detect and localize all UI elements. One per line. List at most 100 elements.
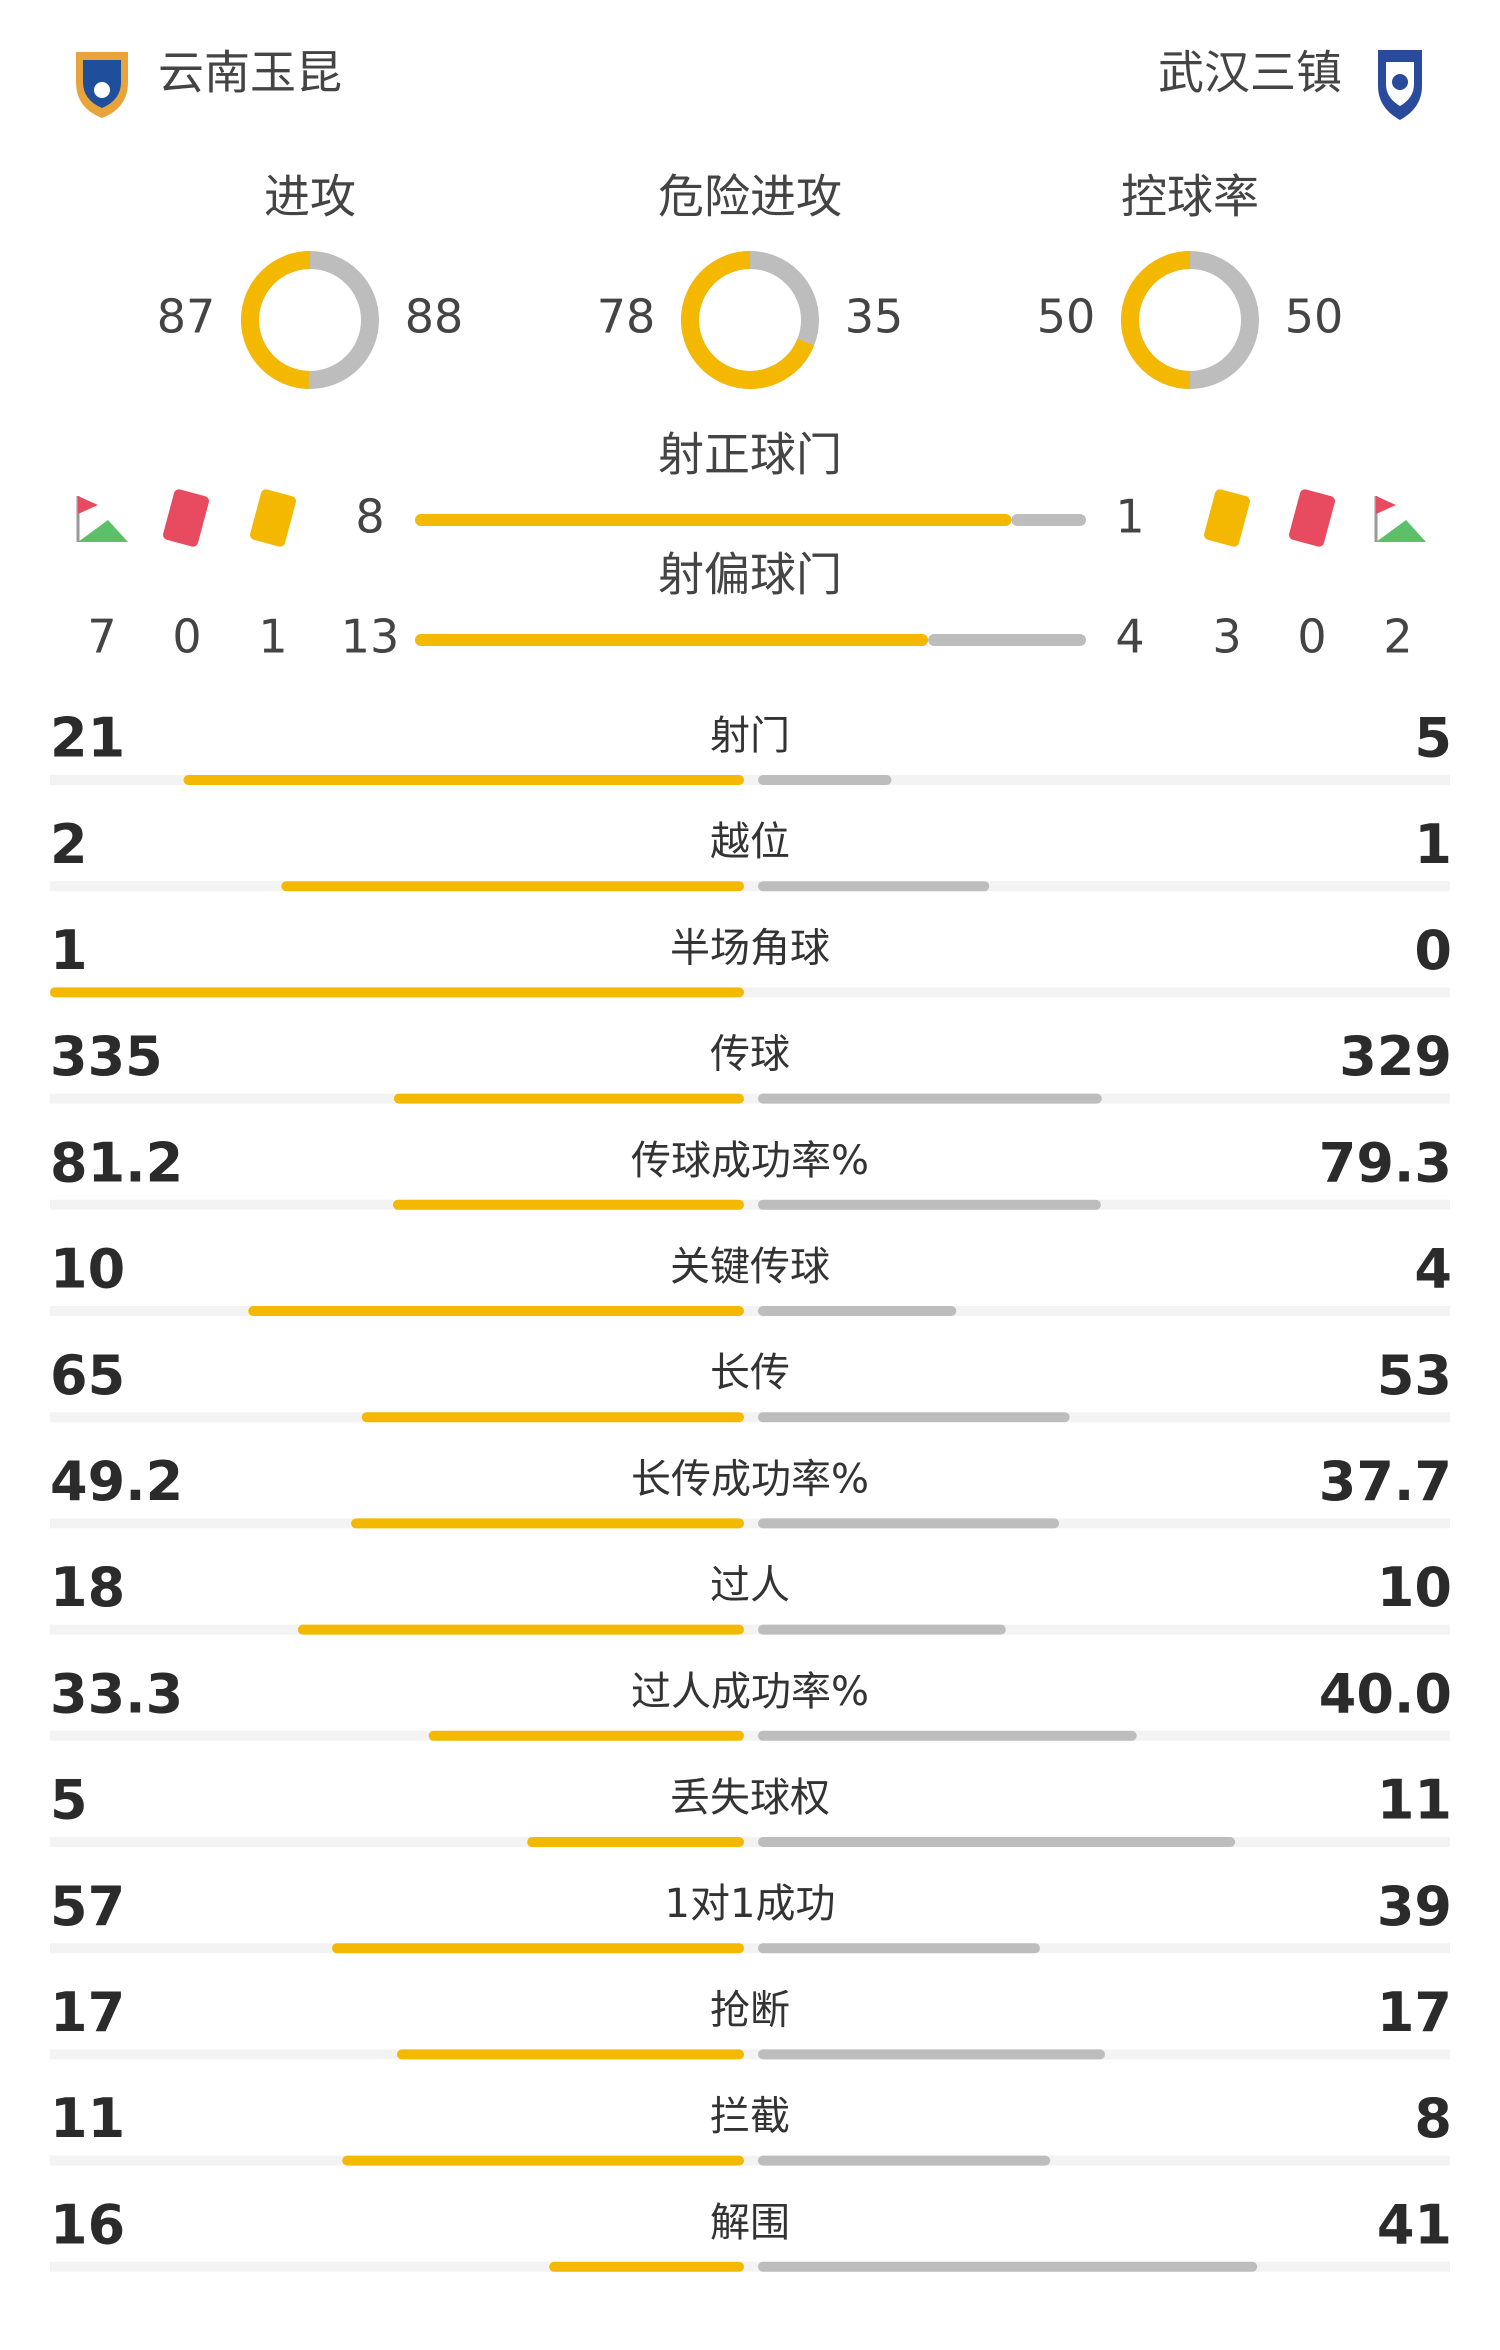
- away-bar: [758, 1306, 957, 1316]
- home-red: 0: [172, 610, 201, 664]
- track: [50, 1093, 1450, 1104]
- track: [50, 1943, 1450, 1954]
- home-bar: [393, 1093, 744, 1104]
- stat-label: 越位: [710, 819, 790, 865]
- away-yellow: 3: [1212, 610, 1241, 664]
- away-value: 1: [1414, 813, 1452, 876]
- corner-icon: [1374, 496, 1426, 542]
- home-bar: [331, 1943, 744, 1954]
- track: [50, 1518, 1450, 1529]
- home-bar: [281, 881, 744, 892]
- away-value: 37.7: [1319, 1450, 1452, 1513]
- home-arc: [681, 251, 819, 389]
- home-value: 78: [597, 290, 656, 344]
- stat-label: 长传成功率%: [631, 1456, 869, 1502]
- home-value: 17: [50, 1981, 125, 2044]
- home-bar: [392, 1199, 744, 1210]
- home-value: 49.2: [50, 1450, 183, 1513]
- stat-label: 过人: [710, 1563, 790, 1609]
- away-bar: [758, 2049, 1105, 2060]
- track: [50, 1837, 1450, 1847]
- track: [50, 881, 1450, 892]
- stat-label: 丢失球权: [670, 1775, 830, 1821]
- shot-label: 射偏球门: [658, 548, 842, 602]
- away-value: 53: [1377, 1344, 1452, 1407]
- track: [50, 2155, 1450, 2166]
- stat-label: 半场角球: [670, 925, 830, 971]
- home-bar: [415, 634, 929, 646]
- home-bar: [397, 2049, 744, 2060]
- away-value: 5: [1414, 707, 1452, 770]
- home-value: 13: [341, 610, 400, 664]
- home-value: 5: [50, 1769, 88, 1832]
- shot-label: 射正球门: [658, 428, 842, 482]
- home-bar: [248, 1306, 745, 1316]
- away-bar: [758, 1093, 1102, 1104]
- away-value: 35: [845, 290, 904, 344]
- home-value: 16: [50, 2193, 125, 2256]
- away-bar: [758, 1624, 1006, 1635]
- away-value: 4: [1115, 610, 1144, 664]
- track: [50, 1199, 1450, 1210]
- track: [50, 2261, 1450, 2272]
- away-bar: [758, 1199, 1101, 1210]
- away-bar: [758, 2155, 1051, 2166]
- home-logo: [76, 52, 128, 118]
- away-value: 8: [1414, 2087, 1452, 2150]
- red-card-icon: [163, 489, 209, 547]
- home-bar: [351, 1518, 744, 1529]
- home-value: 10: [50, 1238, 125, 1301]
- track: [50, 987, 1450, 998]
- stat-label: 拦截: [710, 2094, 790, 2140]
- home-bar: [549, 2261, 744, 2272]
- home-bar: [183, 775, 744, 785]
- home-value: 57: [50, 1875, 125, 1938]
- away-logo: [1378, 50, 1422, 120]
- home-value: 335: [50, 1025, 163, 1088]
- home-bar: [428, 1730, 744, 1741]
- track: [50, 1306, 1450, 1316]
- stat-label: 传球: [710, 1032, 790, 1078]
- track: [50, 775, 1450, 785]
- stat-label: 过人成功率%: [631, 1669, 869, 1715]
- away-value: 39: [1377, 1875, 1452, 1938]
- track: [50, 1730, 1450, 1741]
- home-value: 18: [50, 1556, 125, 1619]
- away-corners: 2: [1383, 610, 1412, 664]
- home-value: 65: [50, 1344, 125, 1407]
- track: [50, 2049, 1450, 2060]
- away-bar: [758, 1837, 1236, 1847]
- home-value: 21: [50, 707, 125, 770]
- corner-icon: [76, 496, 128, 542]
- ring-label: 危险进攻: [658, 170, 842, 224]
- home-bar: [342, 2155, 744, 2166]
- away-bar: [758, 1730, 1137, 1741]
- stat-label: 射门: [710, 713, 790, 759]
- away-value: 88: [405, 290, 464, 344]
- away-team: 武汉三镇: [1158, 46, 1342, 100]
- away-bar: [758, 1943, 1040, 1954]
- away-value: 1: [1115, 490, 1144, 544]
- home-value: 33.3: [50, 1662, 183, 1725]
- home-value: 87: [157, 290, 216, 344]
- home-bar: [415, 514, 1012, 526]
- stat-label: 长传: [710, 1350, 790, 1396]
- home-bar: [50, 987, 744, 998]
- away-value: 10: [1377, 1556, 1452, 1619]
- home-bar: [297, 1624, 744, 1635]
- track: [50, 1624, 1450, 1635]
- home-yellow: 1: [258, 610, 287, 664]
- away-value: 4: [1414, 1238, 1452, 1301]
- away-red: 0: [1297, 610, 1326, 664]
- away-bar: [758, 2261, 1258, 2272]
- away-bar: [758, 881, 990, 892]
- red-card-icon: [1289, 489, 1335, 547]
- stat-label: 抢断: [710, 1987, 790, 2033]
- home-value: 50: [1037, 290, 1096, 344]
- away-bar: [758, 1412, 1070, 1423]
- home-value: 1: [50, 919, 88, 982]
- stat-label: 传球成功率%: [631, 1138, 869, 1184]
- home-value: 2: [50, 813, 88, 876]
